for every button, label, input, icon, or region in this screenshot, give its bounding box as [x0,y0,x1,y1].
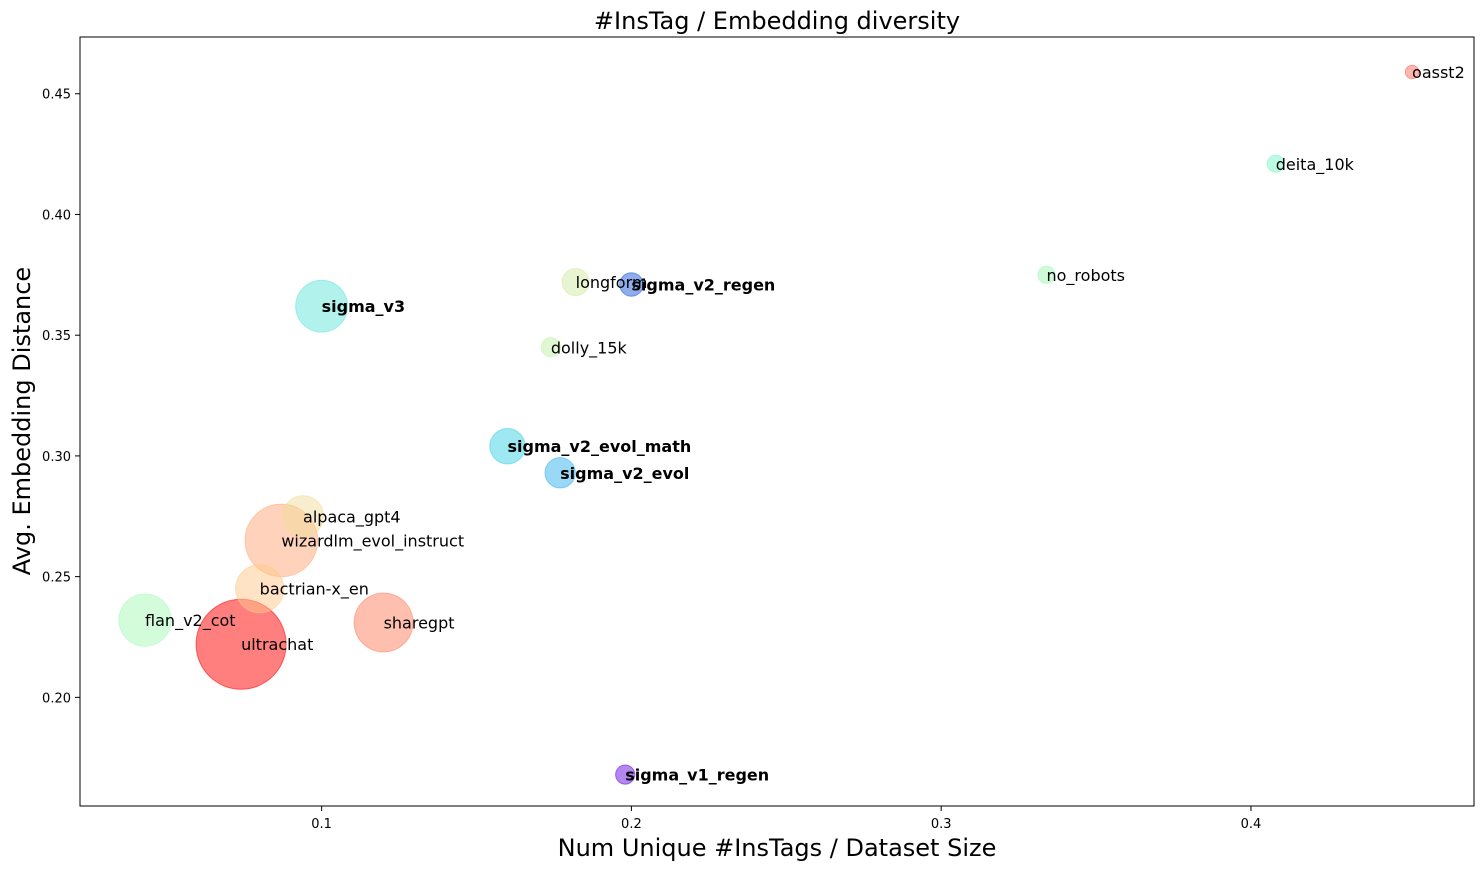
point-longform [561,267,590,297]
point-label-sharegpt: sharegpt [384,614,455,633]
point-label-wizardlm-evol-instruct: wizardlm_evol_instruct [281,531,464,551]
point-label-bactrian-x-en: bactrian-x_en [260,580,369,600]
point-alpaca-gpt4 [281,495,325,538]
point-label-dolly-15k: dolly_15k [551,338,628,358]
point-label-longform: longform [576,273,648,292]
x-tick-label: 0.3 [931,817,952,832]
labels-layer: oasst2deita_10kno_robotslongformsigma_v2… [145,63,1465,785]
x-axis-label: Num Unique #InsTags / Dataset Size [558,834,997,862]
point-flan-v2-cot [118,593,172,647]
y-axis-label: Avg. Embedding Distance [8,267,36,575]
y-tick-label: 0.25 [42,571,71,586]
point-dolly-15k [540,337,561,358]
point-deita-10k [1266,154,1285,173]
y-tick-label: 0.35 [42,329,71,344]
point-label-deita-10k: deita_10k [1276,155,1355,175]
point-label-no-robots: no_robots [1047,266,1126,286]
plot-area-frame [79,36,1475,807]
x-axis: 0.1 0.2 0.3 0.4 [311,806,1261,832]
y-tick-label: 0.45 [42,88,71,103]
y-axis: 0.20 0.25 0.30 0.35 0.40 0.45 [42,88,80,706]
point-label-sigma-v2-evol-math: sigma_v2_evol_math [507,437,691,456]
point-sigma-v1-regen [615,764,636,785]
point-bactrian-x-en [235,564,285,614]
point-oasst2 [1404,64,1420,80]
point-label-flan-v2-cot: flan_v2_cot [145,611,236,631]
point-label-oasst2: oasst2 [1412,63,1465,82]
point-sigma-v2-regen [619,272,644,297]
y-tick-label: 0.40 [42,208,71,223]
x-tick-label: 0.1 [311,817,332,832]
point-label-sigma-v3: sigma_v3 [322,297,406,316]
point-sharegpt [353,592,414,653]
point-sigma-v2-evol [544,457,576,489]
points-layer [118,64,1420,785]
chart-title: #InsTag / Embedding diversity [594,7,960,35]
point-no-robots [1037,265,1056,284]
point-sigma-v2-evol-math [489,428,526,465]
point-label-sigma-v2-regen: sigma_v2_regen [631,275,775,294]
point-sigma-v3 [295,279,349,333]
point-label-sigma-v1-regen: sigma_v1_regen [625,766,769,785]
x-tick-label: 0.2 [621,817,642,832]
y-tick-label: 0.20 [42,691,71,706]
point-label-sigma-v2-evol: sigma_v2_evol [560,464,689,483]
x-tick-label: 0.4 [1241,817,1262,832]
point-label-alpaca-gpt4: alpaca_gpt4 [303,507,401,527]
y-tick-label: 0.30 [42,450,71,465]
point-label-ultrachat: ultrachat [241,635,313,654]
